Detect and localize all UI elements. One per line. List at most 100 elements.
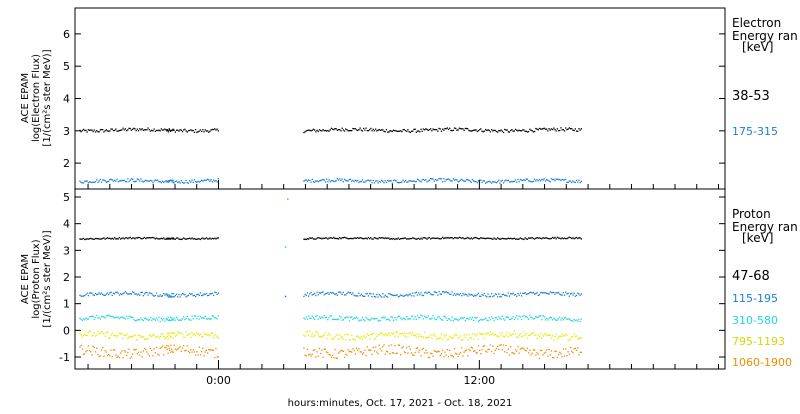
data-point-115-195 [192, 295, 194, 297]
data-point-115-195 [549, 291, 551, 293]
data-point-47-68 [121, 237, 123, 240]
data-point-1060-1900 [535, 354, 537, 356]
data-point-1060-1900 [567, 351, 569, 353]
data-point-1060-1900 [155, 346, 158, 348]
data-point-310-580 [140, 317, 142, 319]
data-point-175-315 [464, 180, 466, 182]
data-point-38-53 [128, 127, 130, 129]
data-point-795-1193 [210, 332, 212, 334]
data-point-1060-1900 [98, 355, 100, 358]
data-point-47-68 [421, 238, 423, 240]
data-point-38-53 [172, 128, 174, 130]
data-point-38-53 [407, 129, 409, 131]
data-point-38-53 [556, 128, 558, 130]
data-point-310-580 [467, 317, 469, 319]
data-point-175-315 [461, 178, 463, 180]
data-point-38-53 [354, 128, 356, 130]
data-point-310-580 [88, 316, 91, 318]
data-point-38-53 [425, 128, 427, 130]
data-point-38-53 [163, 129, 165, 131]
data-point-175-315 [80, 181, 82, 183]
data-point-310-580 [341, 319, 343, 321]
data-point-47-68 [103, 237, 105, 239]
data-point-38-53 [377, 129, 379, 131]
data-point-175-315 [495, 182, 498, 184]
data-point-38-53 [321, 130, 323, 132]
data-point-795-1193 [487, 332, 489, 334]
data-point-38-53 [501, 130, 503, 132]
data-point-310-580 [132, 316, 134, 319]
data-point-175-315 [373, 182, 376, 184]
data-point-175-315 [163, 181, 165, 183]
data-point-1060-1900 [439, 354, 441, 357]
data-point-47-68 [537, 237, 539, 239]
data-point-47-68 [394, 238, 396, 241]
data-point-115-195 [536, 292, 538, 294]
data-point-1060-1900 [110, 349, 112, 351]
data-point-47-68 [402, 237, 404, 240]
data-point-175-315 [451, 180, 453, 182]
data-point-175-315 [547, 179, 549, 181]
data-point-310-580 [103, 316, 105, 318]
data-point-795-1193 [444, 336, 446, 338]
data-point-310-580 [428, 318, 431, 320]
data-point-38-53 [308, 129, 310, 131]
data-point-175-315 [450, 180, 452, 182]
data-point-115-195 [201, 295, 203, 297]
data-point-310-580 [536, 316, 538, 318]
data-point-175-315 [216, 181, 218, 183]
data-point-38-53 [159, 130, 161, 132]
data-point-47-68 [358, 237, 360, 239]
data-point-47-68 [442, 236, 444, 238]
data-point-1060-1900 [556, 356, 558, 358]
data-point-310-580 [534, 317, 536, 320]
data-point-795-1193 [427, 337, 429, 339]
data-point-795-1193 [100, 330, 103, 333]
data-point-47-68 [167, 238, 170, 240]
data-point-47-68 [446, 237, 448, 239]
data-point-1060-1900 [195, 354, 197, 356]
data-point-310-580 [443, 315, 445, 317]
data-point-1060-1900 [139, 354, 141, 356]
data-point-38-53 [306, 129, 309, 132]
data-point-175-315 [549, 181, 551, 183]
data-point-795-1193 [560, 335, 562, 338]
data-point-175-315 [517, 178, 519, 181]
data-point-1060-1900 [528, 352, 530, 354]
data-point-1060-1900 [158, 354, 160, 356]
data-point-115-195 [443, 291, 445, 293]
data-point-38-53 [351, 130, 353, 132]
data-point-175-315 [476, 182, 478, 184]
data-point-175-315 [520, 179, 523, 181]
data-point-795-1193 [433, 333, 435, 335]
data-point-795-1193 [86, 334, 88, 337]
data-point-795-1193 [390, 332, 392, 334]
data-point-47-68 [505, 238, 507, 240]
data-point-1060-1900 [303, 347, 305, 349]
data-point-47-68 [526, 238, 529, 240]
data-point-310-580 [117, 316, 119, 318]
data-point-310-580 [414, 316, 416, 318]
data-point-38-53 [80, 131, 82, 133]
data-point-47-68 [452, 238, 454, 240]
data-point-310-580 [98, 316, 100, 319]
data-point-115-195 [464, 293, 466, 295]
data-point-47-68 [513, 237, 515, 239]
data-point-310-580 [440, 319, 443, 321]
data-point-795-1193 [577, 338, 579, 340]
data-point-175-315 [327, 181, 329, 183]
data-point-1060-1900 [315, 356, 317, 358]
data-point-310-580 [123, 317, 125, 319]
data-point-175-315 [412, 180, 414, 182]
data-point-795-1193 [318, 335, 321, 337]
data-point-38-53 [452, 129, 454, 131]
data-point-115-195 [455, 294, 457, 296]
data-point-47-68 [528, 237, 530, 239]
data-point-175-315 [468, 179, 470, 181]
data-point-115-195 [214, 291, 216, 293]
data-point-47-68 [439, 238, 441, 240]
data-point-115-195 [190, 293, 192, 295]
data-point-795-1193 [383, 335, 385, 337]
data-point-1060-1900 [196, 351, 198, 353]
